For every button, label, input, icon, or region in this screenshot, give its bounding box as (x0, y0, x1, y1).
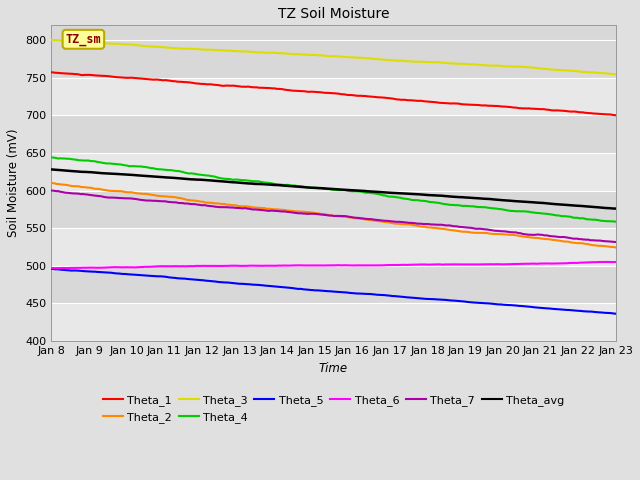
Y-axis label: Soil Moisture (mV): Soil Moisture (mV) (7, 129, 20, 237)
Theta_2 (47, 180, 55, 186)
Theta_4 (47, 155, 55, 160)
Theta_6 (233, 263, 241, 269)
Theta_1 (403, 97, 410, 103)
Theta_5 (232, 280, 239, 286)
Bar (51, 115, 616, 153)
Theta_7 (232, 205, 239, 211)
Bar (51, 153, 616, 191)
Theta_avg (458, 194, 465, 200)
Bar (51, 228, 616, 266)
Theta_avg (115, 171, 123, 177)
Theta_7 (612, 239, 620, 245)
Theta_6 (53, 265, 61, 271)
Theta_1 (232, 83, 239, 89)
Line: Theta_4: Theta_4 (51, 157, 616, 222)
Theta_5 (458, 299, 465, 304)
Theta_3 (117, 41, 125, 47)
Theta_4 (455, 203, 463, 208)
Theta_5 (612, 311, 620, 317)
Theta_5 (47, 266, 55, 272)
Line: Theta_7: Theta_7 (51, 191, 616, 242)
Theta_1 (271, 85, 278, 91)
Theta_4 (115, 162, 123, 168)
Theta_5 (115, 271, 123, 276)
Line: Theta_5: Theta_5 (51, 269, 616, 314)
Theta_7 (455, 224, 463, 229)
Theta_6 (47, 265, 55, 271)
Theta_2 (232, 203, 239, 208)
Theta_avg (232, 180, 239, 185)
Theta_7 (115, 195, 123, 201)
Theta_4 (612, 219, 620, 225)
Theta_7 (403, 219, 410, 225)
Theta_3 (49, 37, 57, 43)
Theta_1 (115, 74, 123, 80)
Bar (51, 78, 616, 115)
Bar (51, 40, 616, 78)
Theta_4 (403, 196, 410, 202)
Theta_2 (403, 221, 410, 227)
Theta_6 (599, 259, 607, 265)
Theta_2 (271, 206, 278, 212)
Theta_3 (612, 72, 620, 77)
Theta_7 (458, 224, 465, 230)
Theta_6 (612, 259, 620, 265)
Theta_2 (458, 229, 465, 235)
Theta_2 (115, 188, 123, 194)
Theta_5 (271, 284, 278, 289)
Theta_avg (612, 206, 620, 212)
Bar (51, 191, 616, 228)
Theta_4 (458, 203, 465, 208)
Legend: Theta_1, Theta_2, Theta_3, Theta_4, Theta_5, Theta_6, Theta_7, Theta_avg: Theta_1, Theta_2, Theta_3, Theta_4, Thet… (98, 391, 569, 427)
Theta_avg (403, 191, 410, 196)
Theta_avg (47, 167, 55, 172)
Theta_2 (455, 228, 463, 234)
Line: Theta_avg: Theta_avg (51, 169, 616, 209)
Theta_6 (273, 263, 280, 269)
Theta_4 (271, 181, 278, 187)
Theta_3 (459, 61, 467, 67)
Theta_6 (117, 264, 125, 270)
Line: Theta_1: Theta_1 (51, 72, 616, 115)
Theta_5 (403, 294, 410, 300)
Bar (51, 303, 616, 341)
Line: Theta_3: Theta_3 (51, 40, 616, 74)
Theta_7 (47, 188, 55, 193)
Line: Theta_2: Theta_2 (51, 183, 616, 248)
Text: TZ_sm: TZ_sm (65, 33, 101, 46)
Line: Theta_6: Theta_6 (51, 262, 616, 268)
Theta_1 (612, 112, 620, 118)
Theta_1 (455, 101, 463, 107)
Theta_6 (404, 262, 412, 268)
Theta_3 (456, 61, 464, 67)
Theta_avg (271, 182, 278, 188)
Theta_6 (456, 262, 464, 267)
Theta_1 (458, 101, 465, 107)
Theta_4 (232, 177, 239, 182)
X-axis label: Time: Time (319, 361, 348, 374)
Theta_6 (459, 262, 467, 267)
Theta_3 (47, 37, 55, 43)
Theta_3 (404, 58, 412, 64)
Title: TZ Soil Moisture: TZ Soil Moisture (278, 7, 389, 21)
Theta_3 (233, 48, 241, 54)
Theta_avg (455, 194, 463, 200)
Theta_2 (612, 245, 620, 251)
Theta_5 (455, 298, 463, 304)
Theta_7 (271, 208, 278, 214)
Bar (51, 266, 616, 303)
Theta_1 (47, 70, 55, 75)
Theta_3 (273, 50, 280, 56)
